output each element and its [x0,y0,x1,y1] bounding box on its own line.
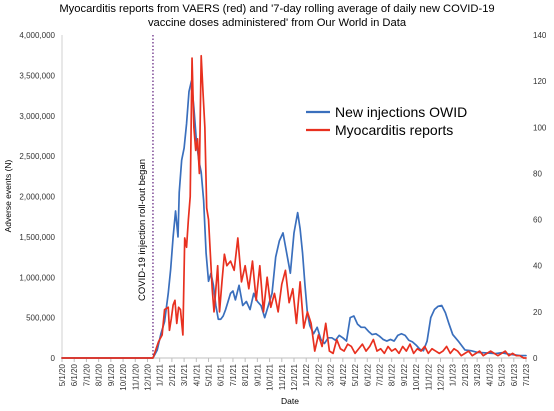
x-tick-label: 2/1/22 [314,363,323,386]
x-tick-label: 11/1/20 [131,363,140,390]
legend-label-injections: New injections OWID [335,104,467,120]
legend-label-myocarditis: Myocarditis reports [335,122,453,138]
x-tick-label: 5/1/22 [351,363,360,386]
x-tick-label: 9/1/20 [107,363,116,386]
x-tick-label: 1/1/22 [302,363,311,386]
right-tick-label: 0 [533,354,538,363]
left-tick-label: 3,000,000 [19,112,55,121]
x-tick-label: 7/1/21 [229,363,238,386]
x-tick-label: 7/1/23 [522,363,531,386]
x-tick-label: 5/1/23 [498,363,507,386]
x-tick-label: 10/1/20 [119,363,128,390]
left-tick-label: 1,500,000 [19,233,55,242]
x-tick-label: 4/1/23 [485,363,494,386]
left-tick-label: 1,000,000 [19,273,55,282]
x-tick-label: 2/1/21 [168,363,177,386]
left-tick-label: 0 [51,354,56,363]
x-tick-label: 11/1/22 [424,363,433,390]
right-tick-label: 140 [533,31,547,40]
x-tick-label: 8/1/22 [388,363,397,386]
x-tick-label: 2/1/23 [461,363,470,386]
right-tick-label: 100 [533,123,547,132]
x-tick-label: 11/1/21 [278,363,287,390]
y-axis-label: Adverse events (N) [3,159,13,232]
x-tick-label: 4/1/21 [192,363,201,386]
x-tick-label: 1/1/23 [449,363,458,386]
x-tick-label: 12/1/21 [290,363,299,390]
x-tick-label: 7/1/20 [82,363,91,386]
x-tick-label: 6/1/23 [510,363,519,386]
x-tick-label: 1/1/21 [156,363,165,386]
left-tick-label: 500,000 [26,314,55,323]
x-tick-label: 12/1/22 [437,363,446,390]
series-layer [61,54,527,359]
x-tick-label: 6/1/21 [217,363,226,386]
left-tick-label: 3,500,000 [19,71,55,80]
x-tick-label: 12/1/20 [143,363,152,390]
x-tick-label: 5/1/20 [58,363,67,386]
series-line-myocarditis [61,54,527,359]
right-tick-label: 120 [533,77,547,86]
left-tick-label: 2,500,000 [19,152,55,161]
x-tick-label: 3/1/23 [473,363,482,386]
x-tick-label: 6/1/22 [363,363,372,386]
x-tick-label: 5/1/21 [205,363,214,386]
x-tick-label: 10/1/21 [266,363,275,390]
x-axis-label: Date [281,396,299,406]
x-tick-label: 7/1/22 [375,363,384,386]
left-tick-label: 2,000,000 [19,193,55,202]
rollout-annotation: COVID-19 injection roll-out began [137,159,148,301]
chart-title-line-1: Myocarditis reports from VAERS (red) and… [59,3,494,15]
right-tick-label: 80 [533,169,542,178]
series-line-injections [61,80,527,359]
x-tick-label: 6/1/20 [70,363,79,386]
x-axis-ticks: 5/1/20 6/1/20 7/1/20 8/1/20 9/1/20 10/1/20 11/… [58,358,531,391]
x-tick-label: 8/1/21 [241,363,250,386]
x-tick-label: 4/1/22 [339,363,348,386]
x-tick-label: 3/1/21 [180,363,189,386]
legend: New injections OWID Myocarditis reports [306,104,467,138]
right-tick-label: 20 [533,308,542,317]
right-tick-label: 60 [533,216,542,225]
x-tick-label: 9/1/22 [400,363,409,386]
right-axis-ticks: 0 20 40 60 80 100 120 140 [533,31,547,363]
right-tick-label: 40 [533,262,542,271]
x-tick-label: 8/1/20 [95,363,104,386]
x-tick-label: 10/1/22 [412,363,421,390]
left-axis-ticks: 0 500,000 1,000,000 1,500,000 2,000,000 2,500… [19,31,55,363]
chart-title-line-2: vaccine doses administered' from Our Wor… [148,17,407,29]
x-tick-label: 3/1/22 [327,363,336,386]
x-tick-label: 9/1/21 [253,363,262,386]
left-tick-label: 4,000,000 [19,31,55,40]
